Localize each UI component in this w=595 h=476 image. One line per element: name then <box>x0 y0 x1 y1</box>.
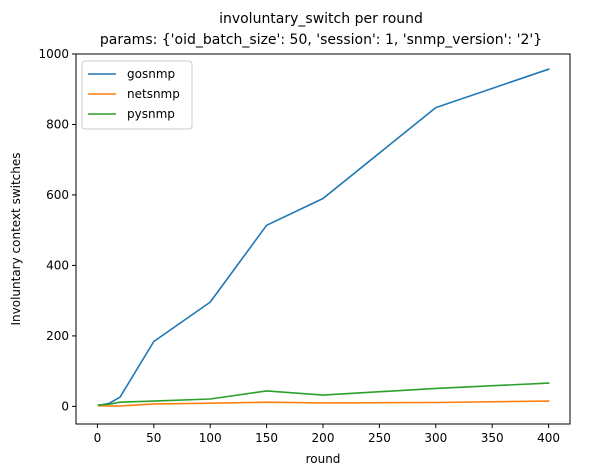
y-tick-label: 800 <box>46 117 69 131</box>
x-axis: 0 50 100 150 200 250 300 350 400 <box>94 424 560 445</box>
y-tick-label: 200 <box>46 329 69 343</box>
legend-label-pysnmp: pysnmp <box>127 107 175 121</box>
legend-box <box>81 60 193 130</box>
legend: gosnmp netsnmp pysnmp <box>81 60 193 130</box>
x-tick-label: 300 <box>424 431 447 445</box>
x-tick-label: 100 <box>199 431 222 445</box>
y-axis-label: Involuntary context switches <box>9 152 23 325</box>
y-tick-label: 0 <box>61 399 69 413</box>
legend-items: gosnmp netsnmp pysnmp <box>88 67 180 121</box>
x-tick-label: 0 <box>94 431 102 445</box>
legend-label-gosnmp: gosnmp <box>127 67 175 81</box>
x-tick-label: 150 <box>255 431 278 445</box>
series-line-pysnmp <box>97 382 550 406</box>
y-tick-label: 600 <box>46 188 69 202</box>
chart-title: involuntary_switch per round <box>219 11 423 27</box>
x-tick-label: 200 <box>312 431 335 445</box>
x-tick-label: 350 <box>481 431 504 445</box>
y-tick-label: 1000 <box>38 47 69 61</box>
x-axis-label: round <box>306 452 341 466</box>
series-line-gosnmp <box>97 68 550 407</box>
x-tick-label: 250 <box>368 431 391 445</box>
legend-label-netsnmp: netsnmp <box>127 87 180 101</box>
series-layer <box>97 68 550 407</box>
series-line-netsnmp <box>97 400 550 407</box>
chart-subtitle: params: {'oid_batch_size': 50, 'session'… <box>100 32 542 48</box>
x-tick-label: 400 <box>537 431 560 445</box>
y-tick-label: 400 <box>46 258 69 272</box>
x-tick-label: 50 <box>146 431 161 445</box>
y-axis: 0 200 400 600 800 1000 <box>38 47 76 413</box>
